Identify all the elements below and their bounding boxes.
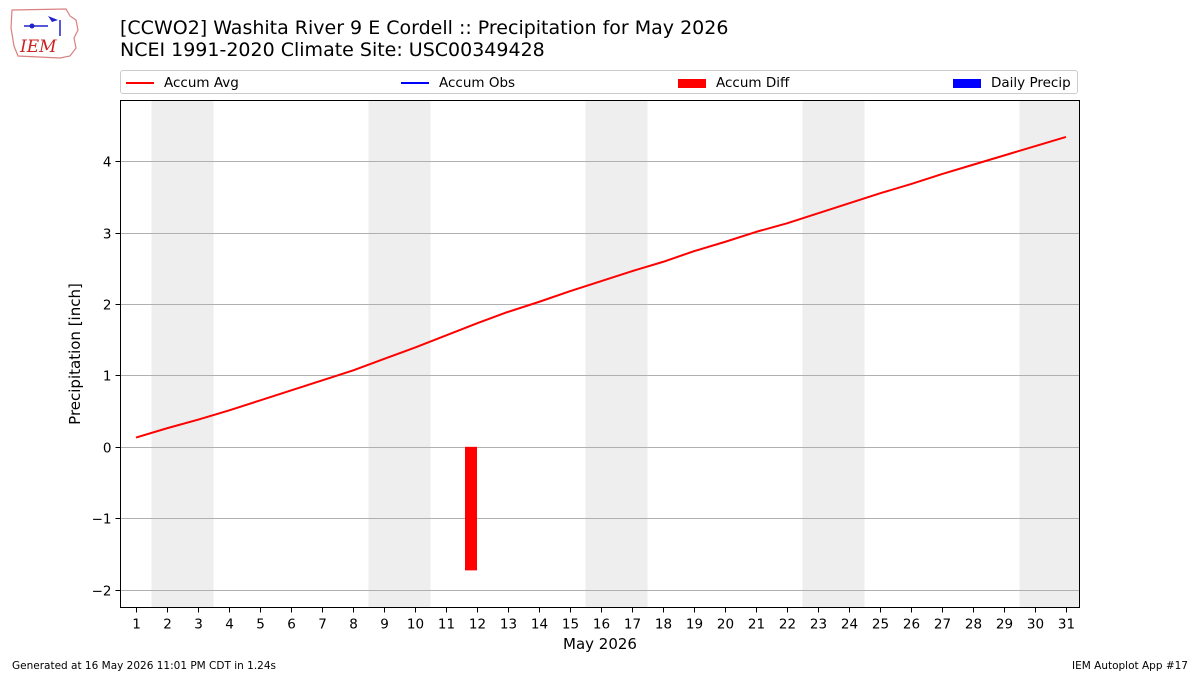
- x-tick-label: 30: [1027, 617, 1044, 633]
- x-tick-label: 10: [407, 617, 424, 633]
- x-tick-label: 27: [934, 617, 951, 633]
- x-tick-label: 16: [593, 617, 610, 633]
- iem-logo: IEM: [10, 8, 79, 59]
- y-tick-label: 4: [103, 155, 112, 171]
- x-tick-label: 1: [132, 617, 141, 633]
- x-tick-label: 11: [438, 617, 455, 633]
- legend-swatch-accum-avg: [126, 82, 154, 84]
- x-tick-label: 24: [841, 617, 858, 633]
- x-tick-label: 14: [531, 617, 548, 633]
- legend: Accum Avg Accum Obs Accum Diff Daily Pre…: [120, 70, 1078, 94]
- x-tick-label: 9: [380, 617, 389, 633]
- x-tick-label: 2: [163, 617, 172, 633]
- x-tick-label: 21: [748, 617, 765, 633]
- legend-swatch-accum-obs: [401, 82, 429, 84]
- x-tick-label: 19: [686, 617, 703, 633]
- y-tick-label: −2: [92, 584, 112, 600]
- y-axis-label: Precipitation [inch]: [66, 283, 84, 425]
- weekend-shading: [151, 100, 1080, 608]
- x-tick-label: 25: [872, 617, 889, 633]
- x-tick-label: 31: [1058, 617, 1075, 633]
- y-tick-label: −1: [92, 512, 112, 528]
- accum-diff-bars: [465, 446, 477, 571]
- x-tick-label: 20: [717, 617, 734, 633]
- chart-subtitle: NCEI 1991-2020 Climate Site: USC00349428: [120, 39, 545, 61]
- iem-logo-text: IEM: [19, 37, 57, 57]
- legend-swatch-daily-precip: [953, 78, 981, 88]
- legend-item-daily-precip: Daily Precip: [953, 74, 1071, 92]
- x-tick-label: 26: [903, 617, 920, 633]
- y-tick-label: 2: [103, 298, 112, 314]
- x-tick-label: 6: [287, 617, 296, 633]
- x-tick-label: 8: [349, 617, 358, 633]
- x-axis-ticks: 1 2 3 4 5 6 7 8 9 10 11 12 13 14 15 16 17 18 19 20 21 22 23 24 2…: [132, 607, 1075, 633]
- y-tick-label: 3: [103, 227, 112, 243]
- y-tick-label: 0: [103, 441, 112, 457]
- legend-label-accum-diff: Accum Diff: [716, 75, 790, 91]
- generated-timestamp: Generated at 16 May 2026 11:01 PM CDT in…: [12, 660, 276, 672]
- x-tick-label: 4: [225, 617, 234, 633]
- y-tick-label: 1: [103, 369, 112, 385]
- chart-title-block: [CCWO2] Washita River 9 E Cordell :: Pre…: [120, 17, 728, 61]
- x-tick-label: 17: [624, 617, 641, 633]
- x-tick-label: 3: [194, 617, 203, 633]
- x-tick-label: 18: [655, 617, 672, 633]
- x-tick-label: 29: [996, 617, 1013, 633]
- x-axis-label: May 2026: [563, 635, 637, 653]
- x-tick-label: 7: [318, 617, 327, 633]
- y-axis-ticks: −2 −1 0 1 2 3 4: [92, 155, 121, 600]
- legend-label-accum-avg: Accum Avg: [164, 75, 239, 91]
- weekend-band: [802, 100, 865, 608]
- legend-label-accum-obs: Accum Obs: [439, 75, 516, 91]
- weekend-band: [1019, 100, 1080, 608]
- series-lines: [135, 135, 1067, 439]
- x-tick-label: 5: [256, 617, 265, 633]
- legend-item-accum-obs: Accum Obs: [401, 74, 515, 92]
- weekend-band: [585, 100, 648, 608]
- x-tick-label: 23: [810, 617, 827, 633]
- weekend-band: [151, 100, 214, 608]
- legend-label-daily-precip: Daily Precip: [991, 75, 1071, 91]
- x-tick-label: 13: [500, 617, 517, 633]
- accum-avg-line: [135, 135, 1067, 439]
- legend-item-accum-diff: Accum Diff: [678, 74, 789, 92]
- legend-item-accum-avg: Accum Avg: [126, 74, 239, 92]
- legend-swatch-accum-diff: [678, 78, 706, 88]
- x-tick-label: 22: [779, 617, 796, 633]
- app-credit: IEM Autoplot App #17: [1072, 660, 1188, 672]
- x-tick-label: 28: [965, 617, 982, 633]
- grid-lines: [120, 161, 1080, 591]
- plot-frame: [120, 100, 1080, 608]
- x-tick-label: 12: [469, 617, 486, 633]
- x-tick-label: 15: [562, 617, 579, 633]
- chart-title: [CCWO2] Washita River 9 E Cordell :: Pre…: [120, 17, 729, 39]
- accum-diff-bar: [465, 446, 477, 571]
